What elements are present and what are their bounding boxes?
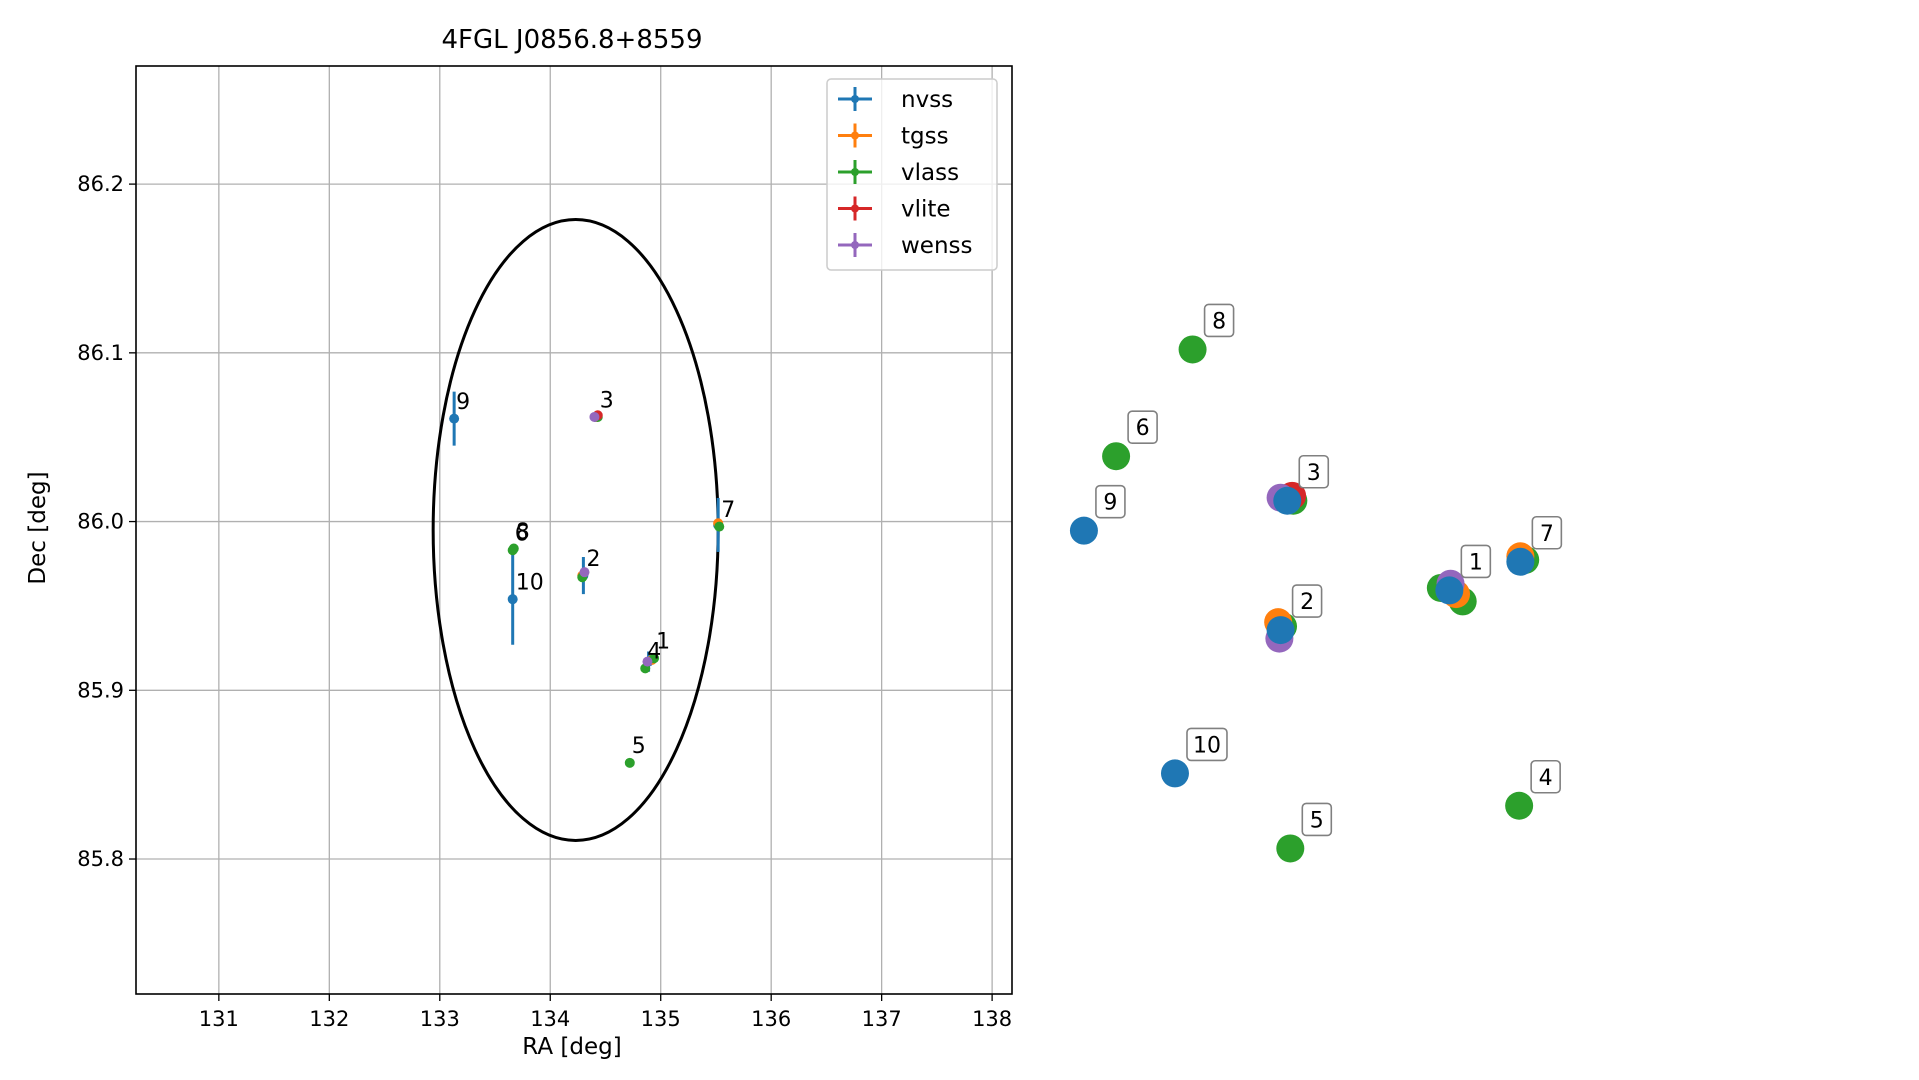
legend-wenss-label: wenss <box>901 233 973 259</box>
y-tick-label: 85.8 <box>77 847 124 871</box>
plot-frame <box>135 65 1013 995</box>
network-label-box <box>1291 584 1323 618</box>
network-node-vlass <box>1505 791 1534 820</box>
x-tick-label: 135 <box>641 1007 681 1031</box>
point-annotation: 8 <box>516 520 530 545</box>
network-label-box <box>1203 303 1235 338</box>
nvss-point <box>449 413 460 424</box>
network-node-nvss <box>1435 576 1464 605</box>
legend-wenss-marker <box>851 241 859 249</box>
vlass-point <box>508 543 519 554</box>
y-tick-label: 86.1 <box>77 341 124 365</box>
network-node-label: 2 <box>1300 590 1314 615</box>
network-label-box <box>1127 410 1158 445</box>
vlass-point <box>714 521 725 532</box>
wenss-point <box>642 656 653 667</box>
x-tick-label: 131 <box>199 1007 239 1031</box>
network-node-label: 4 <box>1539 766 1553 791</box>
legend-nvss-label: nvss <box>901 87 953 113</box>
network-label-box <box>1530 759 1561 794</box>
network-node-vlass <box>1102 442 1131 471</box>
x-tick-label: 136 <box>751 1007 791 1031</box>
y-axis-ticks: 85.8 85.9 86.0 86.1 86.2 <box>77 172 136 871</box>
network-label-box <box>1301 802 1333 837</box>
legend-tgss-label: tgss <box>901 124 949 150</box>
legend-vlass-marker <box>851 168 859 176</box>
nvss-point <box>507 594 518 605</box>
sky-plot: 1 2 3 4 5 6 7 8 9 10 131 132 133 134 135 136 137 138 85.… <box>25 25 1013 1060</box>
y-tick-label: 85.9 <box>77 678 124 702</box>
network-node-nvss <box>1273 486 1302 515</box>
x-tick-label: 138 <box>972 1007 1012 1031</box>
point-annotations: 1 2 3 4 5 6 7 8 9 10 <box>456 388 735 759</box>
network-node-label: 3 <box>1307 461 1321 486</box>
network-label-box <box>1095 484 1126 519</box>
wenss-point <box>589 411 600 422</box>
network-node-vlass <box>1276 834 1305 863</box>
point-annotation: 1 <box>656 630 670 655</box>
point-annotation: 4 <box>647 640 661 665</box>
point-annotation: 5 <box>632 734 646 759</box>
source-network-plot: 1 2 3 4 5 6 7 8 9 10 <box>1069 303 1563 863</box>
network-node-nvss <box>1506 547 1535 576</box>
network-node-nvss <box>1160 759 1189 788</box>
legend-box <box>826 78 998 271</box>
legend-entries: nvss tgss vlass vlite wenss <box>838 87 973 259</box>
point-annotation: 6 <box>515 522 529 547</box>
network-node-label: 9 <box>1103 491 1117 516</box>
vlass-point <box>624 757 635 768</box>
network-labels: 1 2 3 4 5 6 7 8 9 10 <box>1095 303 1563 837</box>
x-tick-label: 137 <box>862 1007 902 1031</box>
network-label-box <box>1298 454 1330 489</box>
network-node-label: 6 <box>1136 416 1150 441</box>
legend-vlite-label: vlite <box>901 197 951 223</box>
network-label-box <box>1460 544 1492 579</box>
y-tick-label: 86.0 <box>77 510 124 534</box>
network-node-label: 8 <box>1212 309 1226 334</box>
network-markers <box>1069 335 1540 863</box>
point-annotation: 10 <box>516 570 544 595</box>
x-axis-ticks: 131 132 133 134 135 136 137 138 <box>199 994 1012 1031</box>
legend-nvss-marker <box>851 95 859 103</box>
point-annotation: 3 <box>600 388 614 413</box>
network-node-label: 1 <box>1469 550 1483 575</box>
network-label-box <box>1186 727 1228 762</box>
point-annotation: 2 <box>586 547 600 572</box>
point-annotation: 7 <box>721 498 735 523</box>
point-annotation: 9 <box>456 390 470 415</box>
x-tick-label: 132 <box>309 1007 349 1031</box>
network-node-label: 7 <box>1540 522 1554 547</box>
network-node-nvss <box>1266 616 1295 645</box>
y-axis-label: Dec [deg] <box>25 471 51 584</box>
network-node-label: 10 <box>1193 733 1221 758</box>
wenss-point <box>579 567 590 578</box>
network-node-label: 5 <box>1310 808 1324 833</box>
legend-vlass-label: vlass <box>901 160 959 186</box>
legend-vlite-marker <box>851 204 859 213</box>
y-tick-label: 86.2 <box>77 172 124 196</box>
x-tick-label: 133 <box>420 1007 460 1031</box>
x-axis-label: RA [deg] <box>522 1034 621 1060</box>
chart-title: 4FGL J0856.8+8559 <box>442 25 703 55</box>
legend: nvss tgss vlass vlite wenss <box>826 78 998 271</box>
x-tick-label: 134 <box>530 1007 570 1031</box>
legend-tgss-marker <box>851 131 859 140</box>
network-node-nvss <box>1069 516 1098 545</box>
network-label-box <box>1531 515 1563 550</box>
data-points <box>449 391 725 768</box>
network-node-vlass <box>1178 335 1207 364</box>
